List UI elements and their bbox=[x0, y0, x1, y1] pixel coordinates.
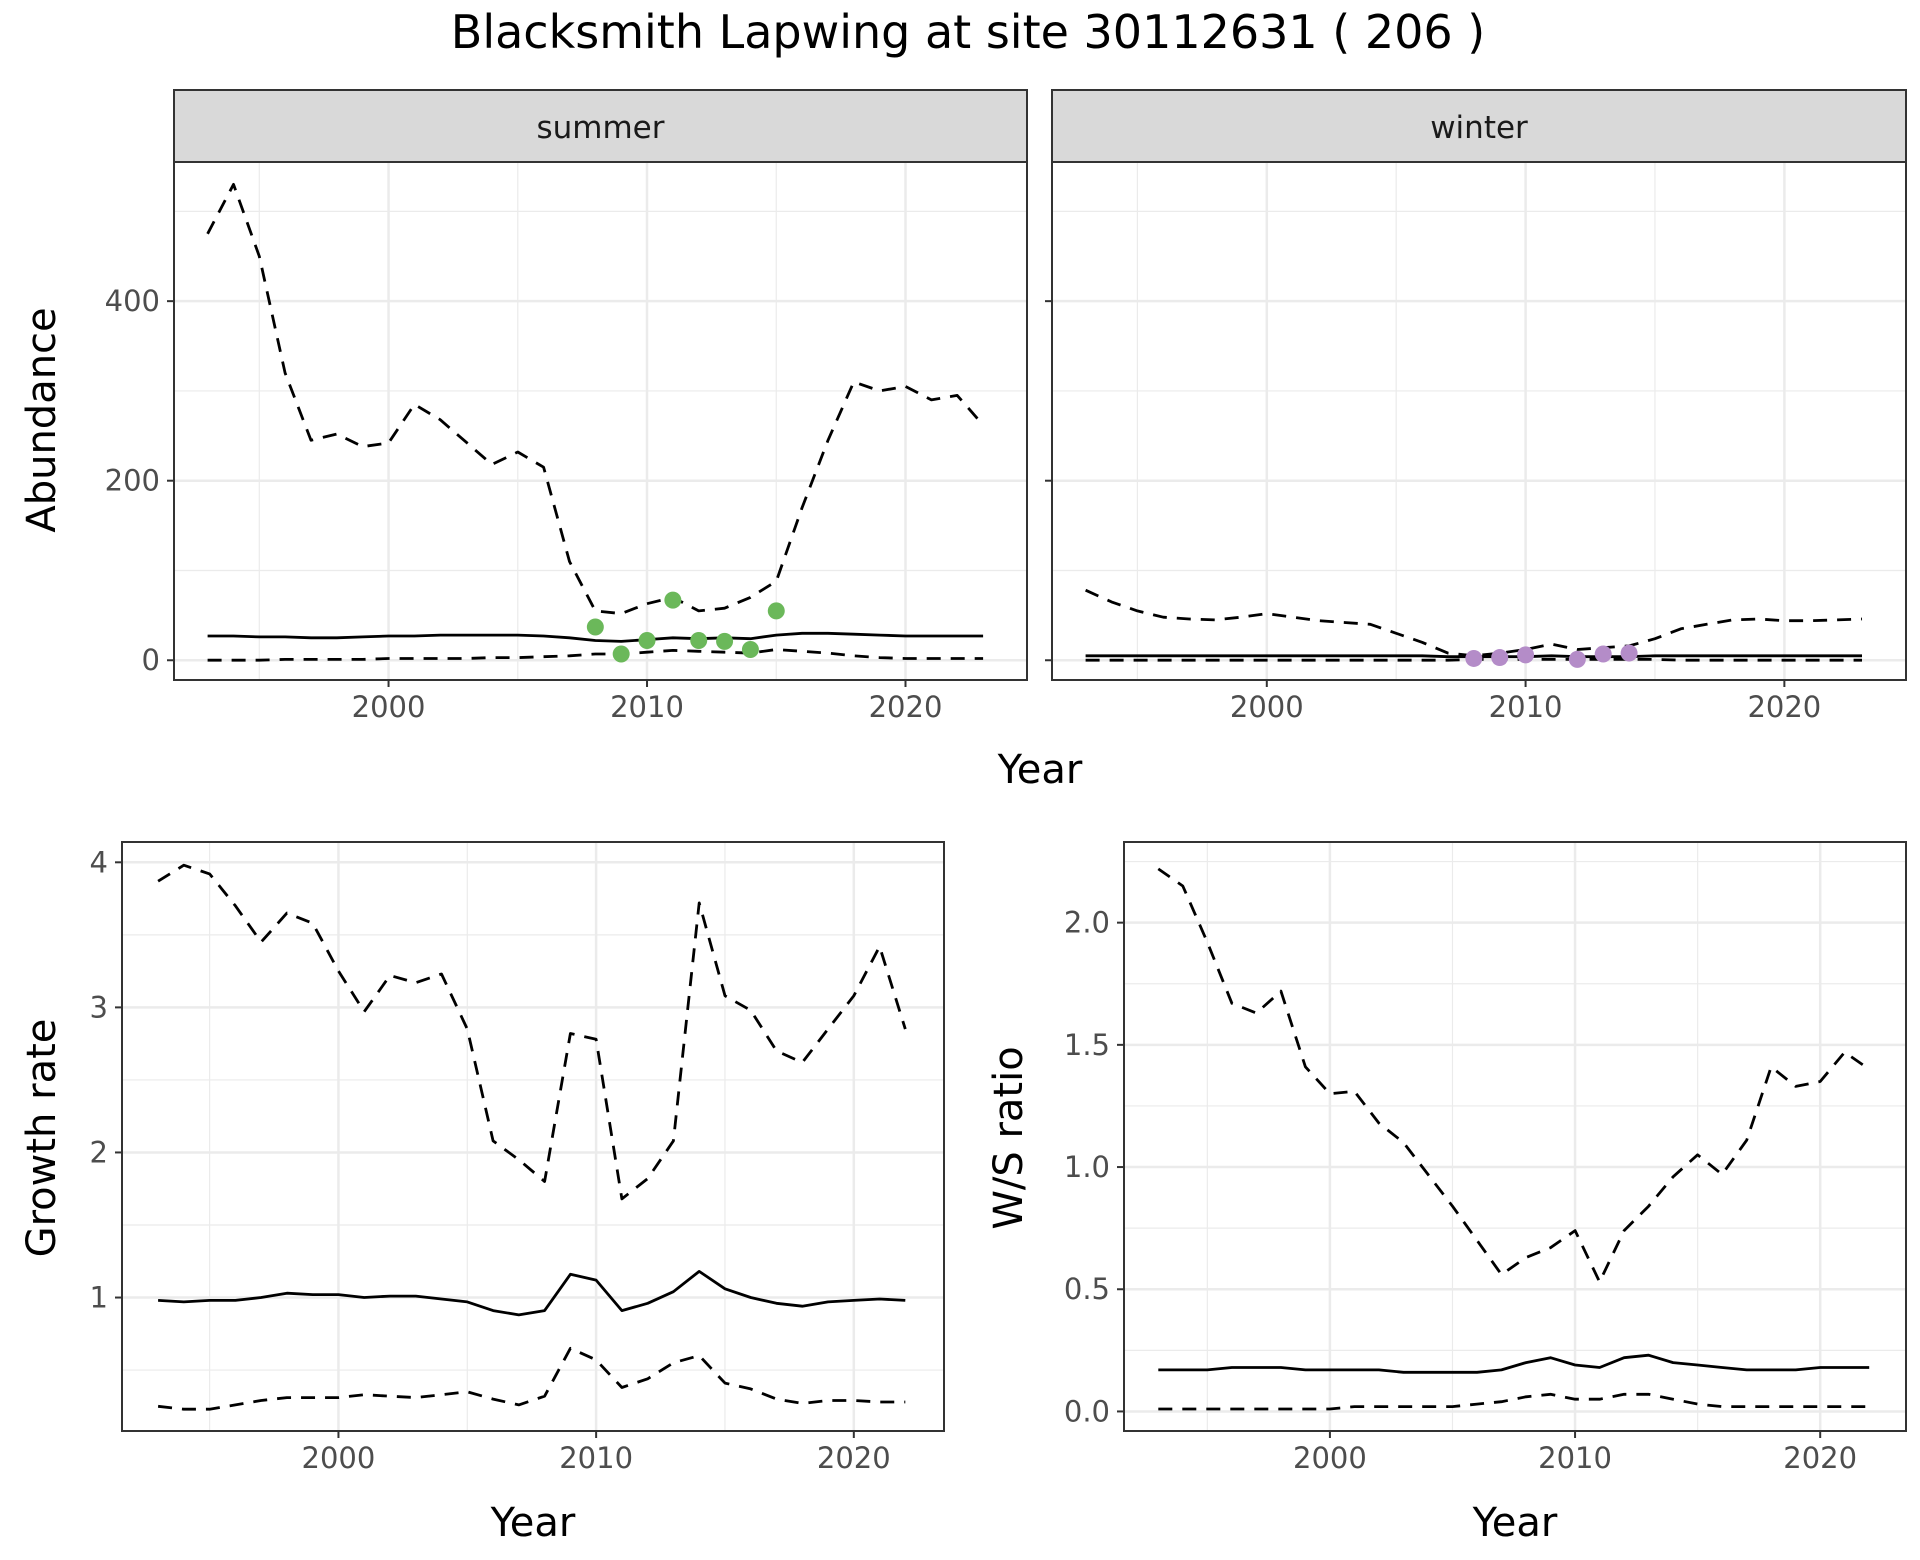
x-tick-label: 2000 bbox=[352, 690, 426, 724]
upper-bound-line bbox=[157, 863, 907, 1201]
plot-area-growth-rate: 2000 2010 2020 1 2 3 4 bbox=[90, 841, 945, 1475]
facet-strip-summer bbox=[173, 89, 1028, 163]
upper-bound-line bbox=[1157, 867, 1871, 1284]
x-tick-label: 2010 bbox=[1538, 1441, 1612, 1475]
lower-bound-line bbox=[157, 1346, 906, 1411]
x-tick-label: 2020 bbox=[1783, 1441, 1857, 1475]
y-tick-label: 2 bbox=[90, 1135, 108, 1169]
estimate-line bbox=[158, 1270, 906, 1317]
y-tick-label: 1 bbox=[90, 1281, 108, 1315]
observation-point bbox=[1517, 646, 1535, 664]
x-tick-label: 2010 bbox=[1489, 690, 1563, 724]
x-tick-label: 2020 bbox=[869, 690, 943, 724]
y-tick-label: 1.5 bbox=[1064, 1028, 1110, 1062]
estimate-line bbox=[207, 631, 984, 643]
y-tick-label: 4 bbox=[90, 845, 108, 879]
panel-ws-ratio: 2000 2010 2020 0.0 0.5 1.0 1.5 2.0 bbox=[1064, 841, 1907, 1475]
observation-point bbox=[690, 631, 708, 649]
y-tick-label: 0.5 bbox=[1064, 1272, 1110, 1306]
plot-border bbox=[121, 841, 945, 1432]
facet-label-summer: summer bbox=[536, 110, 664, 146]
plot-border bbox=[173, 161, 1028, 681]
observation-point bbox=[586, 618, 604, 636]
y-tick-label: 0.0 bbox=[1064, 1394, 1110, 1428]
observation-point bbox=[1491, 649, 1509, 667]
y-tick-label: 200 bbox=[105, 464, 160, 498]
observation-point bbox=[1594, 645, 1612, 663]
panel-abundance-summer: summer 2000 2010 2020 0 200 400 bbox=[105, 89, 1028, 724]
facet-strip-winter bbox=[1051, 89, 1907, 163]
observation-point bbox=[664, 591, 682, 609]
observation-point bbox=[638, 631, 656, 649]
y-tick-label: 2.0 bbox=[1064, 906, 1110, 940]
chart-title: Blacksmith Lapwing at site 30112631 ( 20… bbox=[451, 5, 1485, 59]
observation-point bbox=[741, 640, 759, 658]
observation-point bbox=[1465, 649, 1483, 667]
x-axis-label-growth-rate: Year bbox=[490, 1500, 576, 1546]
plot-area-summer: 2000 2010 2020 0 200 400 bbox=[105, 161, 1028, 724]
x-tick-label: 2000 bbox=[1230, 690, 1304, 724]
plot-border bbox=[1051, 161, 1907, 681]
panel-growth-rate: 2000 2010 2020 1 2 3 4 bbox=[90, 841, 945, 1475]
y-axis-label-growth-rate: Growth rate bbox=[19, 1019, 65, 1258]
plot-background bbox=[174, 162, 1027, 680]
lower-bound-line bbox=[207, 648, 984, 662]
plot-background bbox=[1052, 162, 1906, 680]
x-axis-label-abundance: Year bbox=[997, 747, 1083, 793]
panel-abundance-winter: winter 2000 2010 2020 bbox=[1045, 89, 1907, 724]
y-tick-label: 3 bbox=[90, 990, 108, 1024]
plot-area-ws-ratio: 2000 2010 2020 0.0 0.5 1.0 1.5 2.0 bbox=[1064, 841, 1907, 1475]
y-tick-label: 1.0 bbox=[1064, 1150, 1110, 1184]
observation-point bbox=[716, 632, 734, 650]
y-axis-label-abundance: Abundance bbox=[19, 307, 65, 532]
x-axis-label-ws-ratio: Year bbox=[1472, 1500, 1558, 1546]
observation-point bbox=[767, 602, 785, 620]
x-tick-label: 2010 bbox=[610, 690, 684, 724]
facet-label-winter: winter bbox=[1430, 110, 1528, 146]
observation-point bbox=[1620, 644, 1638, 662]
plot-background bbox=[1124, 842, 1906, 1431]
plot-area-winter: 2000 2010 2020 bbox=[1045, 161, 1907, 724]
estimate-line bbox=[1158, 1353, 1870, 1374]
observation-point bbox=[612, 645, 630, 663]
y-tick-label: 400 bbox=[105, 284, 160, 318]
plot-border bbox=[1123, 841, 1907, 1432]
observation-point bbox=[1568, 650, 1586, 668]
x-tick-label: 2000 bbox=[1293, 1441, 1367, 1475]
y-axis-label-ws-ratio: W/S ratio bbox=[986, 1046, 1032, 1229]
y-tick-label: 0 bbox=[142, 643, 160, 677]
x-tick-label: 2000 bbox=[302, 1441, 376, 1475]
x-tick-label: 2020 bbox=[817, 1441, 891, 1475]
x-tick-label: 2020 bbox=[1747, 690, 1821, 724]
x-tick-label: 2010 bbox=[559, 1441, 633, 1475]
plot-background bbox=[122, 842, 944, 1431]
